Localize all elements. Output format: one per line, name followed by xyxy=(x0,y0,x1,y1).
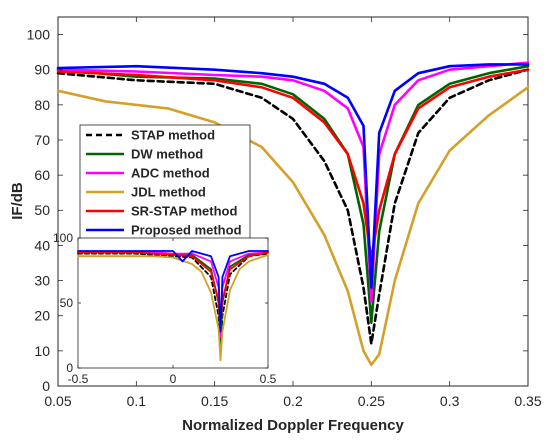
main-series-line-3 xyxy=(56,86,530,367)
main-y-tick-label-3: 30 xyxy=(34,272,50,288)
main-x-tick-label-0: 0.05 xyxy=(44,393,71,409)
main-y-tick-label-6: 60 xyxy=(34,167,50,183)
main-x-tick-label-5: 0.3 xyxy=(440,393,460,409)
main-x-tick-label-3: 0.2 xyxy=(283,393,303,409)
main-y-tick-label-1: 10 xyxy=(34,343,50,359)
main-y-tick-label-2: 20 xyxy=(34,308,50,324)
legend: STAP method DW method ADC method JDL method… xyxy=(86,128,242,238)
main-y-tick-label-9: 90 xyxy=(34,62,50,78)
main-series-line-4 xyxy=(56,68,530,261)
legend-label-3: JDL method xyxy=(131,185,206,200)
main-y-tick-label-7: 70 xyxy=(34,132,50,148)
inset-y-tick-label-2: 100 xyxy=(53,231,73,245)
inset-series-line-4 xyxy=(77,251,269,323)
inset-series-line-5 xyxy=(77,250,269,333)
x-axis-label: Normalized Doppler Frequency xyxy=(182,417,404,434)
main-x-tick-label-2: 0.15 xyxy=(201,393,228,409)
inset-x-tick-label-2: 0.5 xyxy=(260,372,277,386)
main-axes-group: 0.05 0.1 0.15 0.2 0.25 0.3 0.35 0 10 20 30 40 50 60 70… xyxy=(27,17,542,409)
legend-label-5: Proposed method xyxy=(131,223,242,238)
inset-x-tick-label-1: 0 xyxy=(170,372,177,386)
main-x-tick-label-1: 0.1 xyxy=(127,393,147,409)
legend-label-2: ADC method xyxy=(131,166,210,181)
main-series-group xyxy=(56,61,530,367)
main-y-tick-label-8: 80 xyxy=(34,97,50,113)
legend-label-4: SR-STAP method xyxy=(131,204,237,219)
y-axis-label: IF/dB xyxy=(9,182,26,220)
inset-series-line-3 xyxy=(77,254,269,362)
inset-series-line-0 xyxy=(77,252,269,354)
legend-label-1: DW method xyxy=(131,147,203,162)
inset-series-group xyxy=(77,250,269,362)
inset-y-tick-label-0: 0 xyxy=(66,361,73,375)
main-y-tick-label-0: 0 xyxy=(42,378,50,394)
inset-series-line-2 xyxy=(77,251,269,338)
main-y-tick-label-5: 50 xyxy=(34,202,50,218)
main-series-line-5 xyxy=(56,63,530,289)
legend-label-0: STAP method xyxy=(131,128,215,143)
main-x-tick-label-4: 0.25 xyxy=(358,393,385,409)
main-x-tick-label-6: 0.35 xyxy=(514,393,541,409)
main-y-tick-label-4: 40 xyxy=(34,237,50,253)
main-series-line-0 xyxy=(56,68,530,346)
main-series-line-1 xyxy=(56,64,530,324)
inset-y-tick-label-1: 50 xyxy=(60,296,74,310)
inset-x-tick-label-0: -0.5 xyxy=(68,372,89,386)
main-y-tick-label-10: 100 xyxy=(27,26,51,42)
